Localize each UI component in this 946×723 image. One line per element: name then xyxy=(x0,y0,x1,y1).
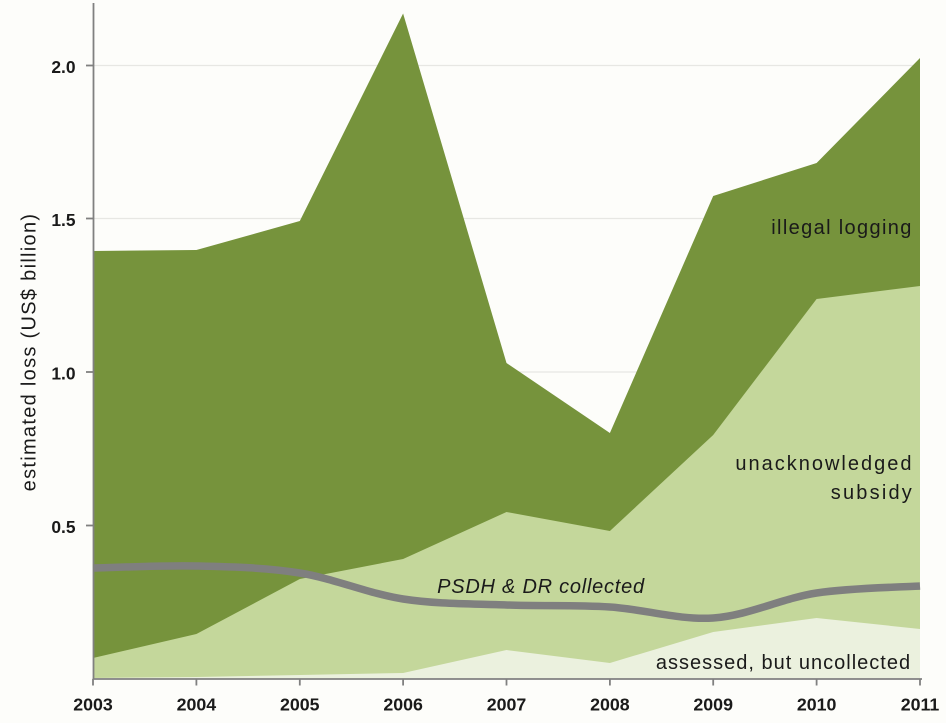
svg-text:assessed, but uncollected: assessed, but uncollected xyxy=(656,652,911,674)
svg-text:unacknowledged: unacknowledged xyxy=(735,453,913,475)
svg-text:2003: 2003 xyxy=(73,695,113,715)
svg-text:illegal logging: illegal logging xyxy=(771,217,912,239)
svg-text:0.5: 0.5 xyxy=(51,517,76,537)
svg-text:1.0: 1.0 xyxy=(51,364,75,384)
svg-text:subsidy: subsidy xyxy=(831,482,914,504)
svg-text:2008: 2008 xyxy=(590,695,630,715)
svg-text:1.5: 1.5 xyxy=(51,210,76,230)
svg-text:2007: 2007 xyxy=(487,695,527,715)
svg-text:2010: 2010 xyxy=(797,695,837,715)
svg-text:2005: 2005 xyxy=(280,695,320,715)
svg-text:PSDH & DR collected: PSDH & DR collected xyxy=(437,576,645,598)
svg-text:2009: 2009 xyxy=(693,695,733,715)
svg-text:2004: 2004 xyxy=(177,695,217,715)
svg-text:estimated loss (US$ billion): estimated loss (US$ billion) xyxy=(19,213,41,492)
svg-text:2011: 2011 xyxy=(901,695,940,715)
svg-text:2.0: 2.0 xyxy=(51,57,75,77)
svg-text:2006: 2006 xyxy=(383,695,423,715)
